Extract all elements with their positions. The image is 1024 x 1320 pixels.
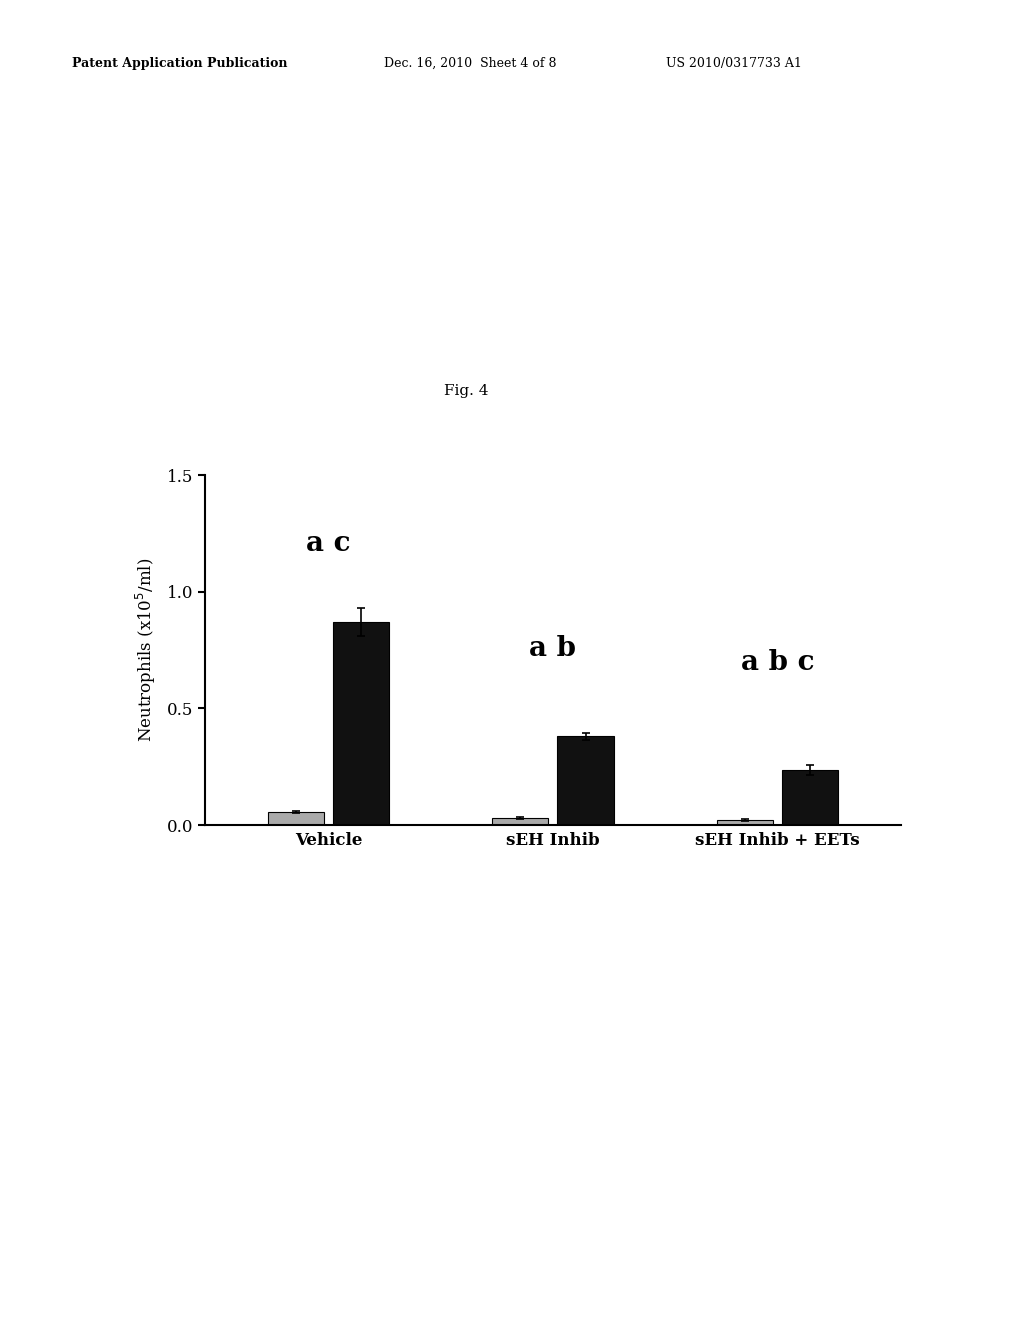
Y-axis label: Neutrophils (x10$^5$/ml): Neutrophils (x10$^5$/ml) — [134, 558, 158, 742]
Bar — [267, 812, 324, 825]
Text: a b c: a b c — [740, 648, 814, 676]
Text: Patent Application Publication: Patent Application Publication — [72, 57, 287, 70]
Text: US 2010/0317733 A1: US 2010/0317733 A1 — [666, 57, 802, 70]
Text: Dec. 16, 2010  Sheet 4 of 8: Dec. 16, 2010 Sheet 4 of 8 — [384, 57, 556, 70]
Bar — [557, 737, 613, 825]
Bar — [717, 820, 773, 825]
Bar — [493, 818, 549, 825]
Text: Fig. 4: Fig. 4 — [443, 384, 488, 397]
Text: a b: a b — [529, 635, 577, 661]
Bar — [782, 770, 839, 825]
Bar — [333, 622, 389, 825]
Text: a c: a c — [306, 529, 350, 557]
